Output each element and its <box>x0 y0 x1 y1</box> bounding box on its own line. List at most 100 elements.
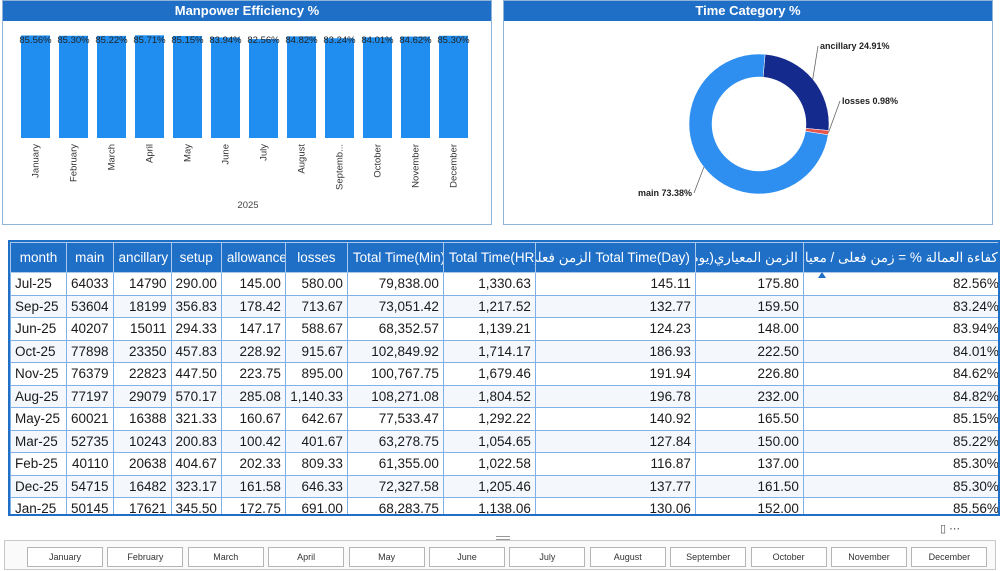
column-header[interactable]: month <box>10 242 67 273</box>
table-cell: 137.00 <box>694 452 804 476</box>
donut-slice-ancillary[interactable] <box>762 53 830 131</box>
table-cell: 20638 <box>112 452 172 476</box>
bar-data-label: 84.62% <box>399 35 432 46</box>
table-row[interactable]: May-25 60021 16388 321.33 160.67 642.67 77,533… <box>10 407 998 431</box>
column-header[interactable]: ancillary <box>112 242 172 273</box>
drag-handle-icon[interactable] <box>496 536 510 540</box>
column-header[interactable]: losses <box>284 242 348 273</box>
bar-february[interactable] <box>59 35 88 138</box>
bar-march[interactable] <box>97 35 126 138</box>
table-cell: 223.75 <box>220 362 286 386</box>
table-cell: 200.83 <box>170 429 222 453</box>
table-cell: 713.67 <box>284 294 348 318</box>
table-row[interactable]: Dec-25 54715 16482 323.17 161.58 646.33 72,327… <box>10 474 998 498</box>
time-category-donut-chart: ancillary 24.91% losses 0.98% main 73.38% <box>638 41 898 198</box>
slicer-button-november[interactable]: November <box>831 547 907 567</box>
data-table: month main ancillary setup allowance losses To… <box>10 242 998 514</box>
table-cell: 186.93 <box>534 339 696 363</box>
table-cell: 102,849.92 <box>346 339 444 363</box>
slicer-button-may[interactable]: May <box>348 547 425 567</box>
slicer-button-december[interactable]: December <box>911 547 988 567</box>
slicer-button-january[interactable]: January <box>27 547 103 567</box>
bar-december[interactable] <box>439 35 468 138</box>
table-row[interactable]: Jan-25 50145 17621 345.50 172.75 691.00 68,283… <box>10 497 998 514</box>
bar-january[interactable] <box>21 35 50 138</box>
table-cell: 145.11 <box>534 272 696 296</box>
table-cell: 29079 <box>112 384 172 408</box>
column-header[interactable]: Total Time(HR) <box>442 242 536 273</box>
bar-data-label: 85.22% <box>95 35 128 46</box>
table-cell: 232.00 <box>694 384 804 408</box>
column-header[interactable]: setup <box>170 242 222 273</box>
bar-november[interactable] <box>401 36 430 138</box>
table-cell: 73,051.42 <box>346 294 444 318</box>
table-cell: 116.87 <box>534 452 696 476</box>
table-cell: 1,054.65 <box>442 429 536 453</box>
slicer-button-april[interactable]: April <box>268 547 345 567</box>
table-row[interactable]: Aug-25 77197 29079 570.17 285.08 1,140.33 108,… <box>10 384 998 408</box>
table-cell: 447.50 <box>170 362 222 386</box>
x-tick-label: May <box>183 144 194 162</box>
bar-october[interactable] <box>363 37 392 138</box>
table-cell: 1,205.46 <box>442 474 536 498</box>
bar-septemb[interactable] <box>325 38 354 138</box>
x-tick-label: Septemb... <box>335 144 346 190</box>
table-cell: 79,838.00 <box>346 272 444 296</box>
bar-july[interactable] <box>249 39 278 138</box>
table-cell: Feb-25 <box>10 452 67 476</box>
table-cell: 1,804.52 <box>442 384 536 408</box>
table-cell: 100,767.75 <box>346 362 444 386</box>
bar-june[interactable] <box>211 37 240 138</box>
donut-slice-main[interactable] <box>688 53 829 195</box>
table-cell: 127.84 <box>534 429 696 453</box>
table-cell: Jun-25 <box>10 317 67 341</box>
column-header[interactable]: allowance <box>220 242 286 273</box>
column-header[interactable]: main <box>66 242 114 273</box>
slicer-button-march[interactable]: March <box>187 547 264 567</box>
table-cell: 18199 <box>112 294 172 318</box>
table-row[interactable]: Sep-25 53604 18199 356.83 178.42 713.67 73,051… <box>10 294 998 318</box>
bar-august[interactable] <box>287 36 316 138</box>
bar-april[interactable] <box>135 35 164 138</box>
table-cell: 152.00 <box>694 497 804 514</box>
column-header[interactable]: الزمن المعياري(يوم) <box>694 242 804 273</box>
table-row[interactable]: Oct-25 77898 23350 457.83 228.92 915.67 102,84… <box>10 339 998 363</box>
table-cell: 83.24% <box>802 294 998 318</box>
table-scroll-indicator-icon[interactable]: ▯ ⋯ <box>940 523 961 535</box>
slicer-button-july[interactable]: July <box>509 547 586 567</box>
slicer-button-september[interactable]: September <box>670 547 747 567</box>
table-cell: 161.58 <box>220 474 286 498</box>
x-tick-label: December <box>449 144 460 188</box>
column-header[interactable]: Total Time(Min) <box>346 242 444 273</box>
bar-may[interactable] <box>173 35 202 138</box>
donut-label-losses: losses 0.98% <box>842 96 898 106</box>
table-row[interactable]: Mar-25 52735 10243 200.83 100.42 401.67 63,278… <box>10 429 998 453</box>
column-header[interactable]: Total Time(Day) الزمن فعلى <box>534 242 696 273</box>
manpower-table: month main ancillary setup allowance losses To… <box>8 240 1000 516</box>
slicer-button-february[interactable]: February <box>107 547 184 567</box>
table-cell: 1,139.21 <box>442 317 536 341</box>
table-cell: Nov-25 <box>10 362 67 386</box>
slicer-button-october[interactable]: October <box>750 547 827 567</box>
table-row[interactable]: Nov-25 76379 22823 447.50 223.75 895.00 100,76… <box>10 362 998 386</box>
table-cell: 130.06 <box>534 497 696 514</box>
table-cell: 1,022.58 <box>442 452 536 476</box>
table-cell: 148.00 <box>694 317 804 341</box>
table-cell: 16482 <box>112 474 172 498</box>
table-cell: 23350 <box>112 339 172 363</box>
slicer-button-june[interactable]: June <box>429 547 505 567</box>
table-cell: 140.92 <box>534 407 696 431</box>
table-row[interactable]: Jul-25 64033 14790 290.00 145.00 580.00 79,838… <box>10 272 998 296</box>
bar-data-label: 83.24% <box>323 35 356 46</box>
bar-data-label: 82.56% <box>247 35 280 46</box>
x-axis-label: 2025 <box>237 200 258 211</box>
column-header[interactable]: كفاءة العمالة % = زمن فعلى / معياري <box>802 242 998 273</box>
table-header-row: month main ancillary setup allowance losses To… <box>10 242 998 273</box>
table-cell: 646.33 <box>284 474 348 498</box>
table-row[interactable]: Feb-25 40110 20638 404.67 202.33 809.33 61,355… <box>10 452 998 476</box>
sort-ascending-icon[interactable] <box>818 272 826 278</box>
slicer-button-august[interactable]: August <box>589 547 666 567</box>
table-cell: 137.77 <box>534 474 696 498</box>
table-row[interactable]: Jun-25 40207 15011 294.33 147.17 588.67 68,352… <box>10 317 998 341</box>
table-cell: 172.75 <box>220 497 286 514</box>
